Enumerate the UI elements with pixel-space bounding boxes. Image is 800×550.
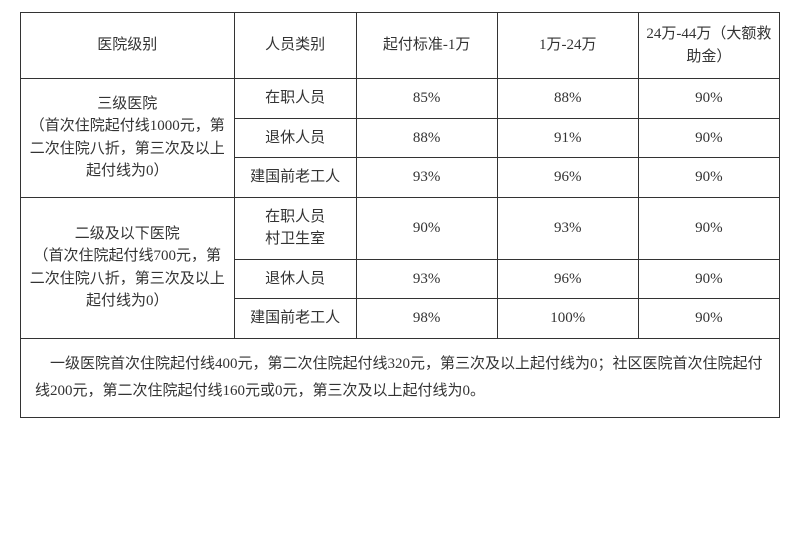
person-type: 退休人员 (234, 259, 356, 299)
rate-value: 88% (356, 118, 497, 158)
hospital-level-3: 三级医院 （首次住院起付线1000元，第二次住院八折，第三次及以上起付线为0） (21, 79, 235, 198)
person-type: 退休人员 (234, 118, 356, 158)
table-header-row: 医院级别 人员类别 起付标准-1万 1万-24万 24万-44万（大额救助金） (21, 13, 780, 79)
header-range-3: 24万-44万（大额救助金） (638, 13, 779, 79)
table-footer-row: 一级医院首次住院起付线400元，第二次住院起付线320元，第三次及以上起付线为0… (21, 338, 780, 417)
rate-value: 88% (497, 79, 638, 119)
person-type: 在职人员 (234, 79, 356, 119)
footer-note: 一级医院首次住院起付线400元，第二次住院起付线320元，第三次及以上起付线为0… (21, 338, 780, 417)
rate-value: 90% (638, 259, 779, 299)
header-hospital-level: 医院级别 (21, 13, 235, 79)
rate-value: 93% (497, 197, 638, 259)
rate-value: 90% (638, 197, 779, 259)
header-range-1: 起付标准-1万 (356, 13, 497, 79)
table-row: 二级及以下医院 （首次住院起付线700元，第二次住院八折，第三次及以上起付线为0… (21, 197, 780, 259)
rate-value: 91% (497, 118, 638, 158)
rate-value: 90% (638, 79, 779, 119)
person-type: 在职人员 村卫生室 (234, 197, 356, 259)
rate-value: 93% (356, 158, 497, 198)
rate-value: 93% (356, 259, 497, 299)
rate-value: 90% (638, 118, 779, 158)
rate-value: 85% (356, 79, 497, 119)
reimbursement-table: 医院级别 人员类别 起付标准-1万 1万-24万 24万-44万（大额救助金） … (20, 12, 780, 418)
rate-value: 90% (638, 299, 779, 339)
header-person-type: 人员类别 (234, 13, 356, 79)
rate-value: 90% (356, 197, 497, 259)
person-type: 建国前老工人 (234, 299, 356, 339)
rate-value: 90% (638, 158, 779, 198)
header-range-2: 1万-24万 (497, 13, 638, 79)
rate-value: 96% (497, 158, 638, 198)
rate-value: 98% (356, 299, 497, 339)
person-type: 建国前老工人 (234, 158, 356, 198)
hospital-level-2: 二级及以下医院 （首次住院起付线700元，第二次住院八折，第三次及以上起付线为0… (21, 197, 235, 338)
table-row: 三级医院 （首次住院起付线1000元，第二次住院八折，第三次及以上起付线为0） … (21, 79, 780, 119)
rate-value: 100% (497, 299, 638, 339)
rate-value: 96% (497, 259, 638, 299)
